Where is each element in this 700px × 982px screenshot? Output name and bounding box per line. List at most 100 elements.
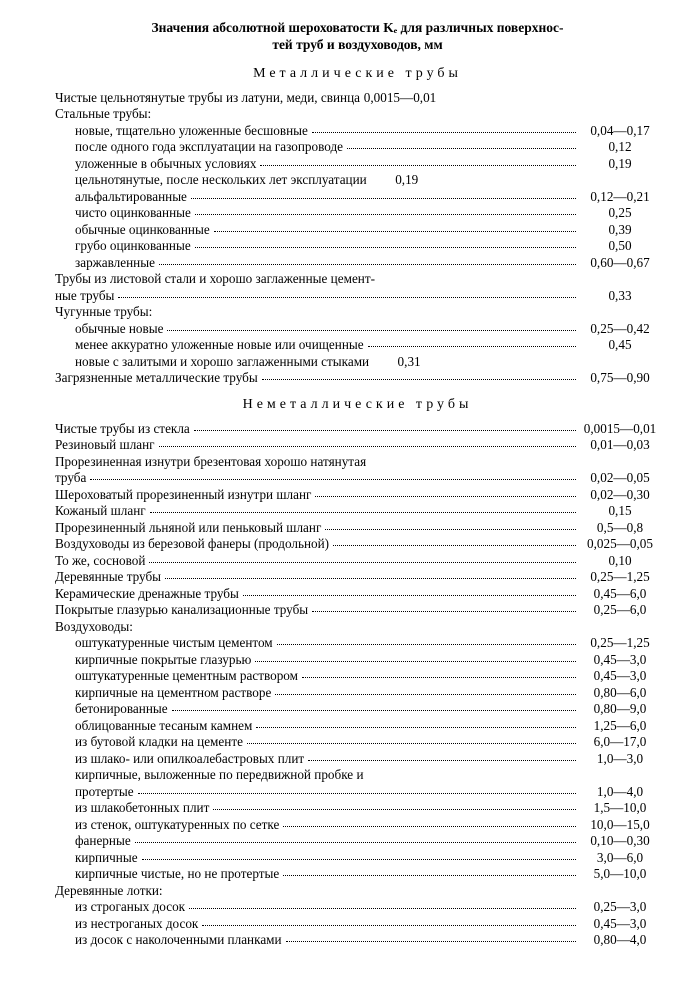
label: Резиновый шланг xyxy=(55,437,155,454)
label: Чистые трубы из стекла xyxy=(55,421,190,438)
leader-dots xyxy=(347,148,576,149)
group-head: Деревянные лотки: xyxy=(55,883,660,900)
label: из шлако- или опилкоалебастровых плит xyxy=(75,751,304,768)
value: 0,60—0,67 xyxy=(580,255,660,272)
value: 0,12—0,21 xyxy=(580,189,660,206)
leader-dots xyxy=(283,875,576,876)
value: 0,10—0,30 xyxy=(580,833,660,850)
value: 0,50 xyxy=(580,238,660,255)
leader-dots xyxy=(159,264,576,265)
label: Кожаный шланг xyxy=(55,503,146,520)
label: облицованные тесаным камнем xyxy=(75,718,252,735)
value: 0,45—3,0 xyxy=(580,652,660,669)
label: Шероховатый прорезиненный изнутри шланг xyxy=(55,487,311,504)
value: 0,80—6,0 xyxy=(580,685,660,702)
label: фанерные xyxy=(75,833,131,850)
leader-dots xyxy=(195,247,576,248)
leader-dots xyxy=(213,809,576,810)
leader-dots xyxy=(150,512,576,513)
value: 0,25—3,0 xyxy=(580,899,660,916)
value: 0,19 xyxy=(367,172,447,189)
leader-dots xyxy=(260,165,576,166)
value: 0,025—0,05 xyxy=(580,536,660,553)
leader-dots xyxy=(312,611,576,612)
leader-dots xyxy=(159,446,576,447)
label: чисто оцинкованные xyxy=(75,205,191,222)
label: грубо оцинкованные xyxy=(75,238,191,255)
label: оштукатуренные чистым цементом xyxy=(75,635,273,652)
value: 0,45 xyxy=(580,337,660,354)
label: ные трубы xyxy=(55,288,114,305)
value: 0,02—0,05 xyxy=(580,470,660,487)
page-title: Значения абсолютной шероховатости Kₑ для… xyxy=(55,20,660,54)
label: альфальтированные xyxy=(75,189,187,206)
leader-dots xyxy=(191,198,576,199)
value: 0,80—4,0 xyxy=(580,932,660,949)
title-line-2: тей труб и воздуховодов, мм xyxy=(272,37,442,52)
label: цельнотянутые, после нескольких лет эксп… xyxy=(75,172,367,189)
value: 0,39 xyxy=(580,222,660,239)
leader-dots xyxy=(262,379,576,380)
value: 1,0—4,0 xyxy=(580,784,660,801)
leader-dots xyxy=(315,496,576,497)
label: Воздуховоды из березовой фанеры (продоль… xyxy=(55,536,329,553)
leader-dots xyxy=(283,826,576,827)
leader-dots xyxy=(194,430,576,431)
leader-dots xyxy=(243,595,576,596)
leader-dots xyxy=(90,479,576,480)
label: обычные оцинкованные xyxy=(75,222,210,239)
value: 0,80—9,0 xyxy=(580,701,660,718)
value: 1,0—3,0 xyxy=(580,751,660,768)
leader-dots xyxy=(172,710,576,711)
metallic-list: Чистые цельнотянутые трубы из латуни, ме… xyxy=(55,90,660,387)
leader-dots xyxy=(333,545,576,546)
label: Прорезиненная изнутри брезентовая хорошо… xyxy=(55,454,660,471)
leader-dots xyxy=(255,661,576,662)
label: кирпичные, выложенные по передвижной про… xyxy=(55,767,660,784)
value: 0,10 xyxy=(580,553,660,570)
leader-dots xyxy=(135,842,576,843)
value: 10,0—15,0 xyxy=(580,817,660,834)
value: 0,5—0,8 xyxy=(580,520,660,537)
value: 0,45—3,0 xyxy=(580,668,660,685)
label: Деревянные трубы xyxy=(55,569,161,586)
leader-dots xyxy=(308,760,576,761)
group-head: Воздуховоды: xyxy=(55,619,660,636)
value: 0,25 xyxy=(580,205,660,222)
value: 0,45—6,0 xyxy=(580,586,660,603)
leader-dots xyxy=(247,743,576,744)
leader-dots xyxy=(302,677,576,678)
leader-dots xyxy=(189,908,576,909)
group-head: Чугунные трубы: xyxy=(55,304,660,321)
label: из строганых досок xyxy=(75,899,185,916)
label: Прорезиненный льняной или пеньковый шлан… xyxy=(55,520,321,537)
label: обычные новые xyxy=(75,321,163,338)
value: 0,19 xyxy=(580,156,660,173)
label: из шлакобетонных плит xyxy=(75,800,209,817)
value: 0,01—0,03 xyxy=(580,437,660,454)
label: кирпичные чистые, но не протертые xyxy=(75,866,279,883)
label: бетонированные xyxy=(75,701,168,718)
value: 0,45—3,0 xyxy=(580,916,660,933)
value: 0,25—0,42 xyxy=(580,321,660,338)
label: менее аккуратно уложенные новые или очищ… xyxy=(75,337,364,354)
label: То же, сосновой xyxy=(55,553,145,570)
nonmetallic-list: Чистые трубы из стекла0,0015—0,01 Резино… xyxy=(55,421,660,949)
leader-dots xyxy=(275,694,576,695)
leader-dots xyxy=(202,925,576,926)
label: новые с залитыми и хорошо заглаженными с… xyxy=(75,354,369,371)
value: 0,25—6,0 xyxy=(580,602,660,619)
value: 1,5—10,0 xyxy=(580,800,660,817)
leader-dots xyxy=(286,941,576,942)
value: 0,15 xyxy=(580,503,660,520)
label: протертые xyxy=(75,784,134,801)
label: из бутовой кладки на цементе xyxy=(75,734,243,751)
value: 6,0—17,0 xyxy=(580,734,660,751)
value: 0,0015—0,01 xyxy=(360,90,440,107)
label: Покрытые глазурью канализационные трубы xyxy=(55,602,308,619)
leader-dots xyxy=(142,859,576,860)
label: Чистые цельнотянутые трубы из латуни, ме… xyxy=(55,90,360,107)
value: 0,75—0,90 xyxy=(580,370,660,387)
leader-dots xyxy=(165,578,576,579)
label: оштукатуренные цементным раствором xyxy=(75,668,298,685)
